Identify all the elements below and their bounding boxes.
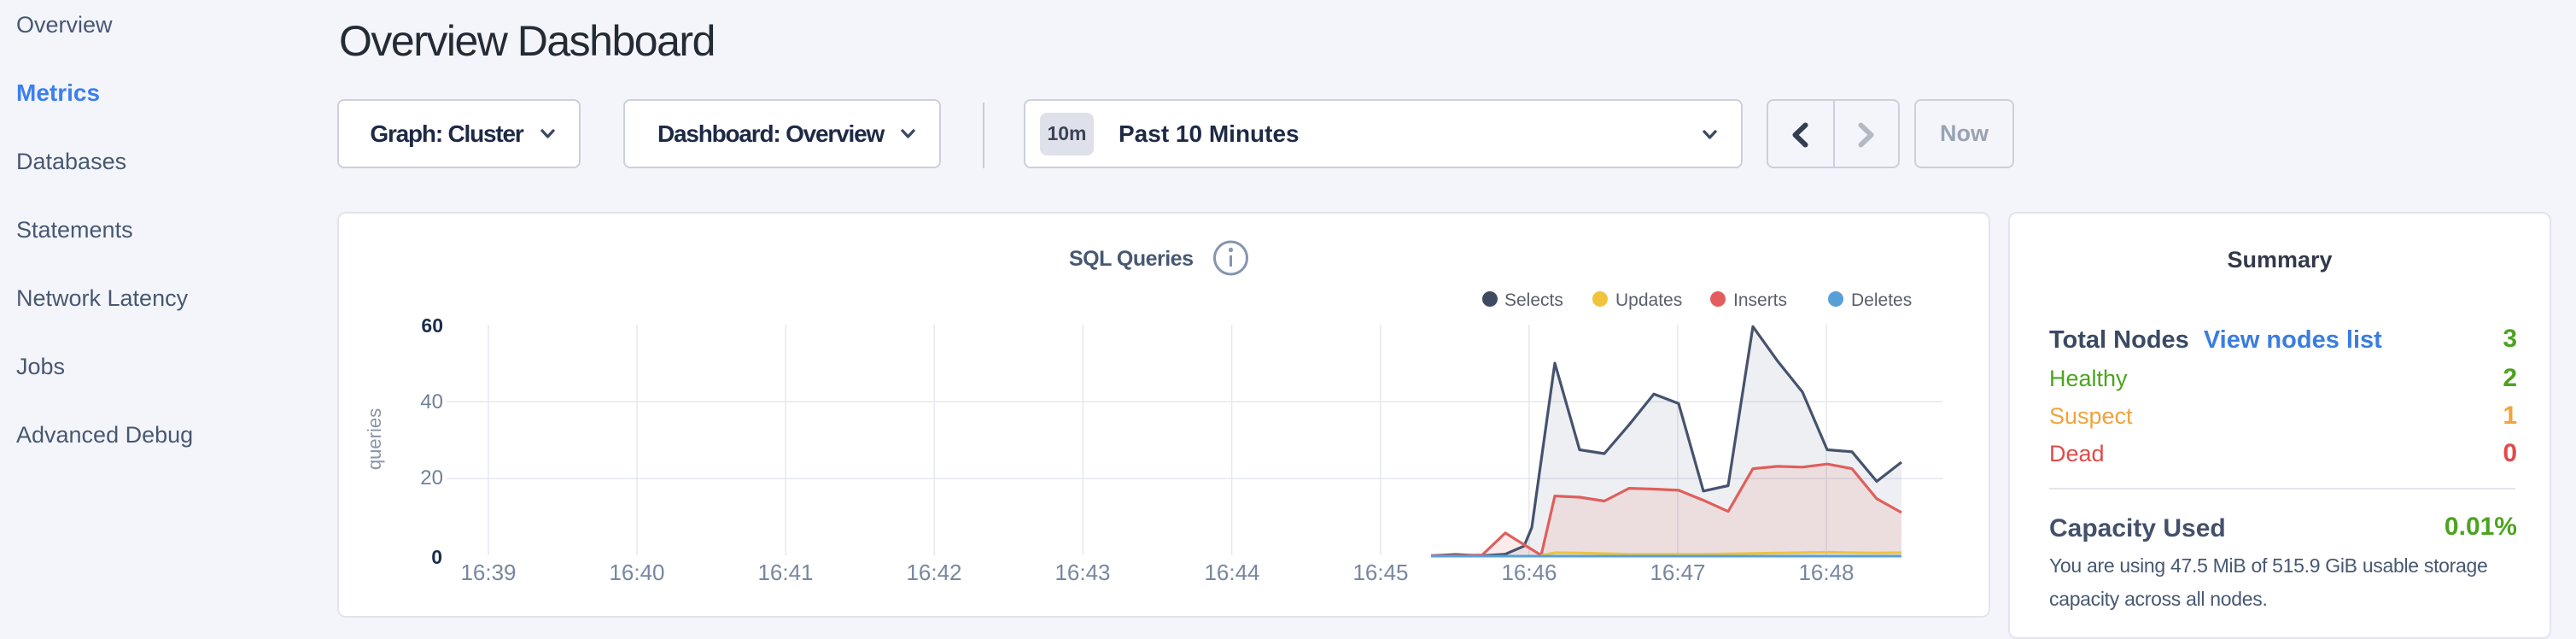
svg-text:SQL Queries: SQL Queries bbox=[1069, 247, 1194, 271]
svg-text:16:42: 16:42 bbox=[906, 560, 961, 585]
svg-text:16:41: 16:41 bbox=[757, 560, 813, 585]
svg-text:16:40: 16:40 bbox=[609, 560, 664, 585]
svg-text:16:48: 16:48 bbox=[1798, 560, 1854, 585]
svg-text:0: 0 bbox=[431, 546, 442, 568]
svg-text:queries: queries bbox=[364, 408, 385, 470]
svg-text:16:43: 16:43 bbox=[1054, 560, 1110, 585]
svg-text:16:47: 16:47 bbox=[1650, 560, 1705, 585]
svg-text:Inserts: Inserts bbox=[1733, 290, 1787, 310]
svg-text:Updates: Updates bbox=[1615, 290, 1682, 310]
svg-text:40: 40 bbox=[420, 390, 443, 413]
svg-text:20: 20 bbox=[420, 466, 443, 490]
svg-text:16:39: 16:39 bbox=[460, 560, 516, 585]
svg-text:16:44: 16:44 bbox=[1204, 560, 1259, 585]
svg-text:60: 60 bbox=[421, 314, 443, 337]
svg-text:Selects: Selects bbox=[1504, 290, 1563, 310]
svg-text:Deletes: Deletes bbox=[1851, 290, 1912, 310]
svg-text:16:46: 16:46 bbox=[1501, 560, 1557, 585]
svg-text:16:45: 16:45 bbox=[1352, 560, 1408, 585]
